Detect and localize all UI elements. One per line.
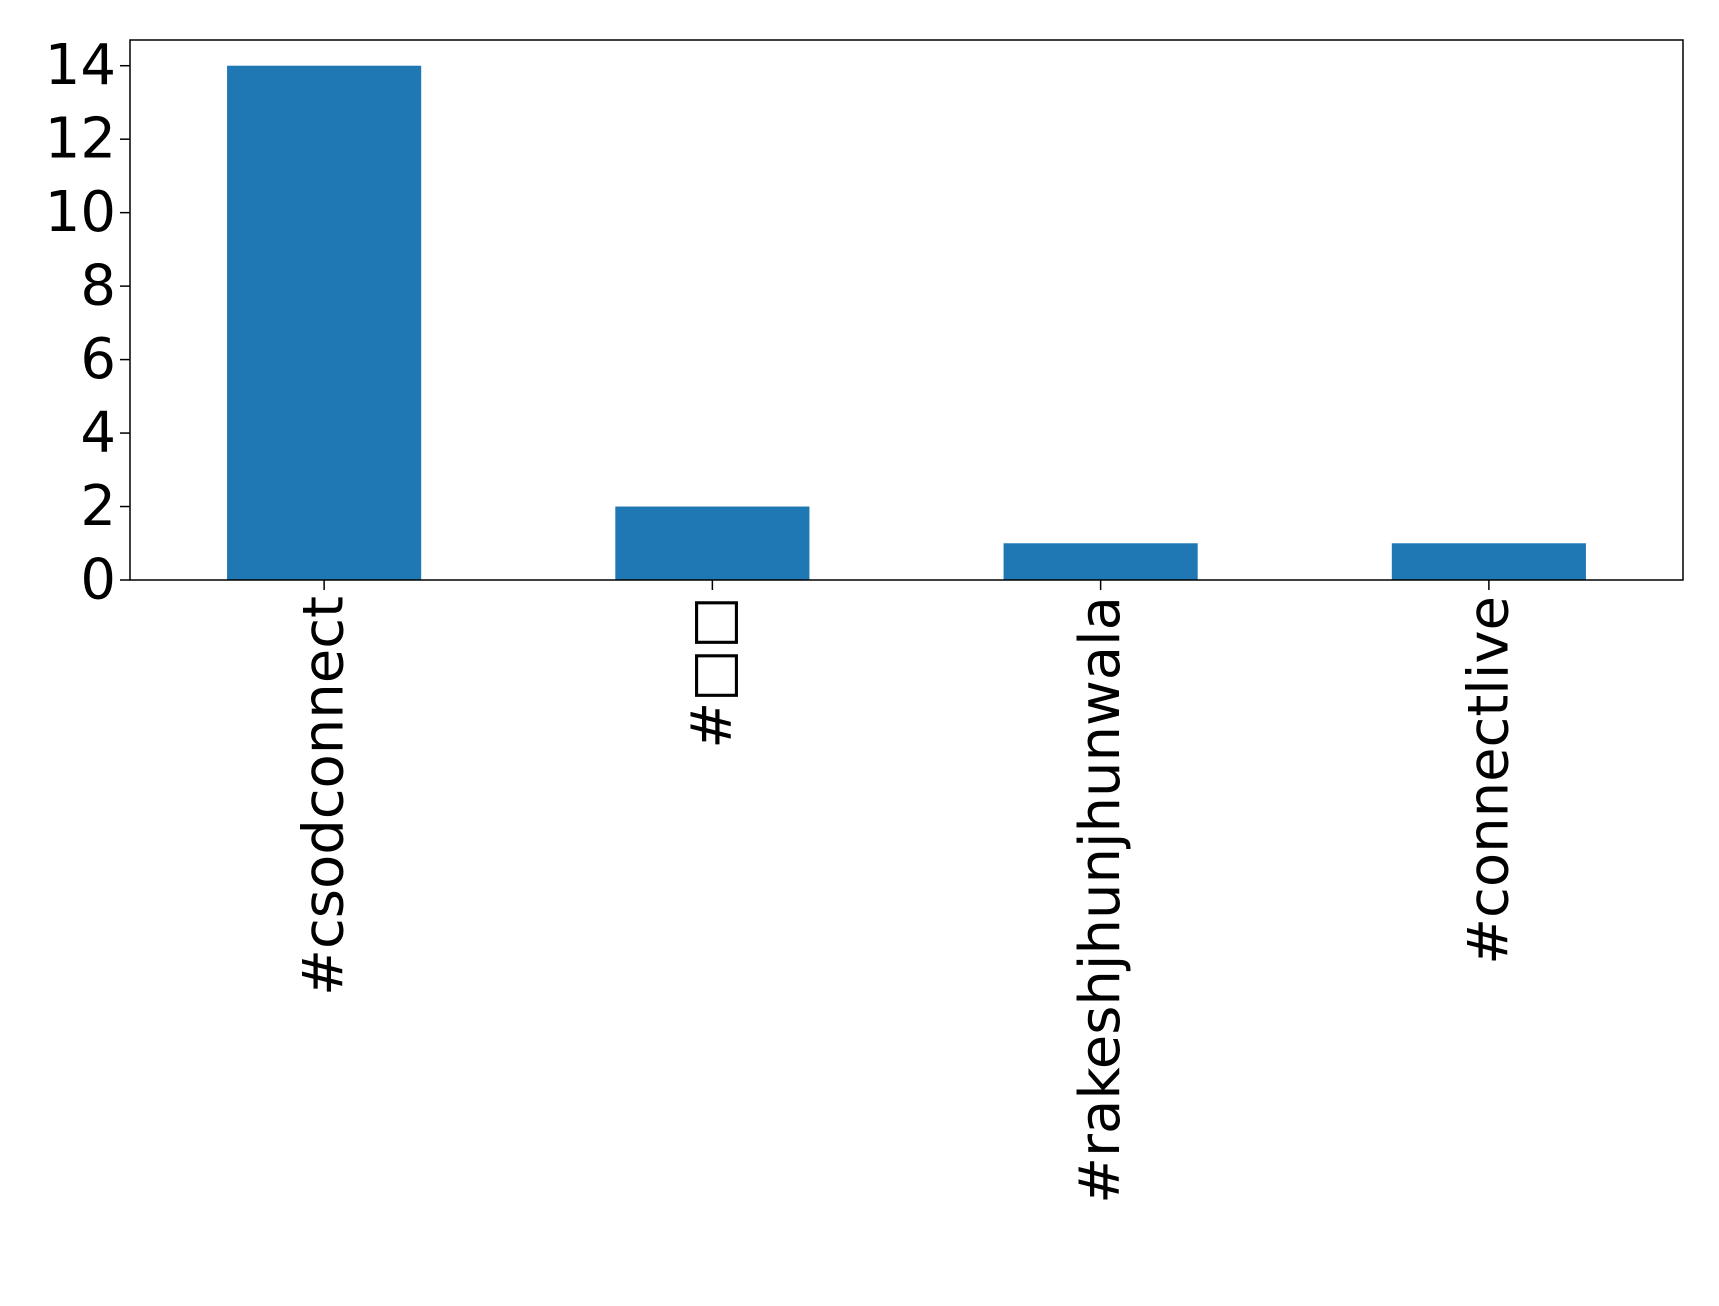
y-tick-label: 14 [45, 33, 116, 98]
x-tick-label: #□□ [680, 596, 745, 749]
y-tick-label: 8 [80, 254, 116, 319]
x-tick-label: #connectlive [1456, 596, 1521, 965]
bar-3 [1391, 543, 1586, 580]
y-tick-label: 2 [80, 474, 116, 539]
bar-0 [227, 65, 422, 580]
plot-frame [129, 39, 1684, 581]
bar-1 [615, 506, 810, 580]
bar-2 [1003, 543, 1198, 580]
x-axis: #csodconnect #□□ #rakeshjhunjhunwala #conne… [292, 580, 1521, 1204]
y-tick-label: 10 [45, 180, 116, 245]
y-tick-label: 12 [45, 107, 116, 172]
y-tick-label: 0 [80, 548, 116, 613]
y-axis: 0 2 4 6 8 10 12 14 [45, 33, 130, 613]
y-tick-label: 6 [80, 327, 116, 392]
x-tick-label: #csodconnect [292, 596, 357, 996]
x-tick-label: #rakeshjhunjhunwala [1068, 596, 1133, 1204]
y-tick-label: 4 [80, 401, 116, 466]
bars-group [227, 65, 1586, 580]
